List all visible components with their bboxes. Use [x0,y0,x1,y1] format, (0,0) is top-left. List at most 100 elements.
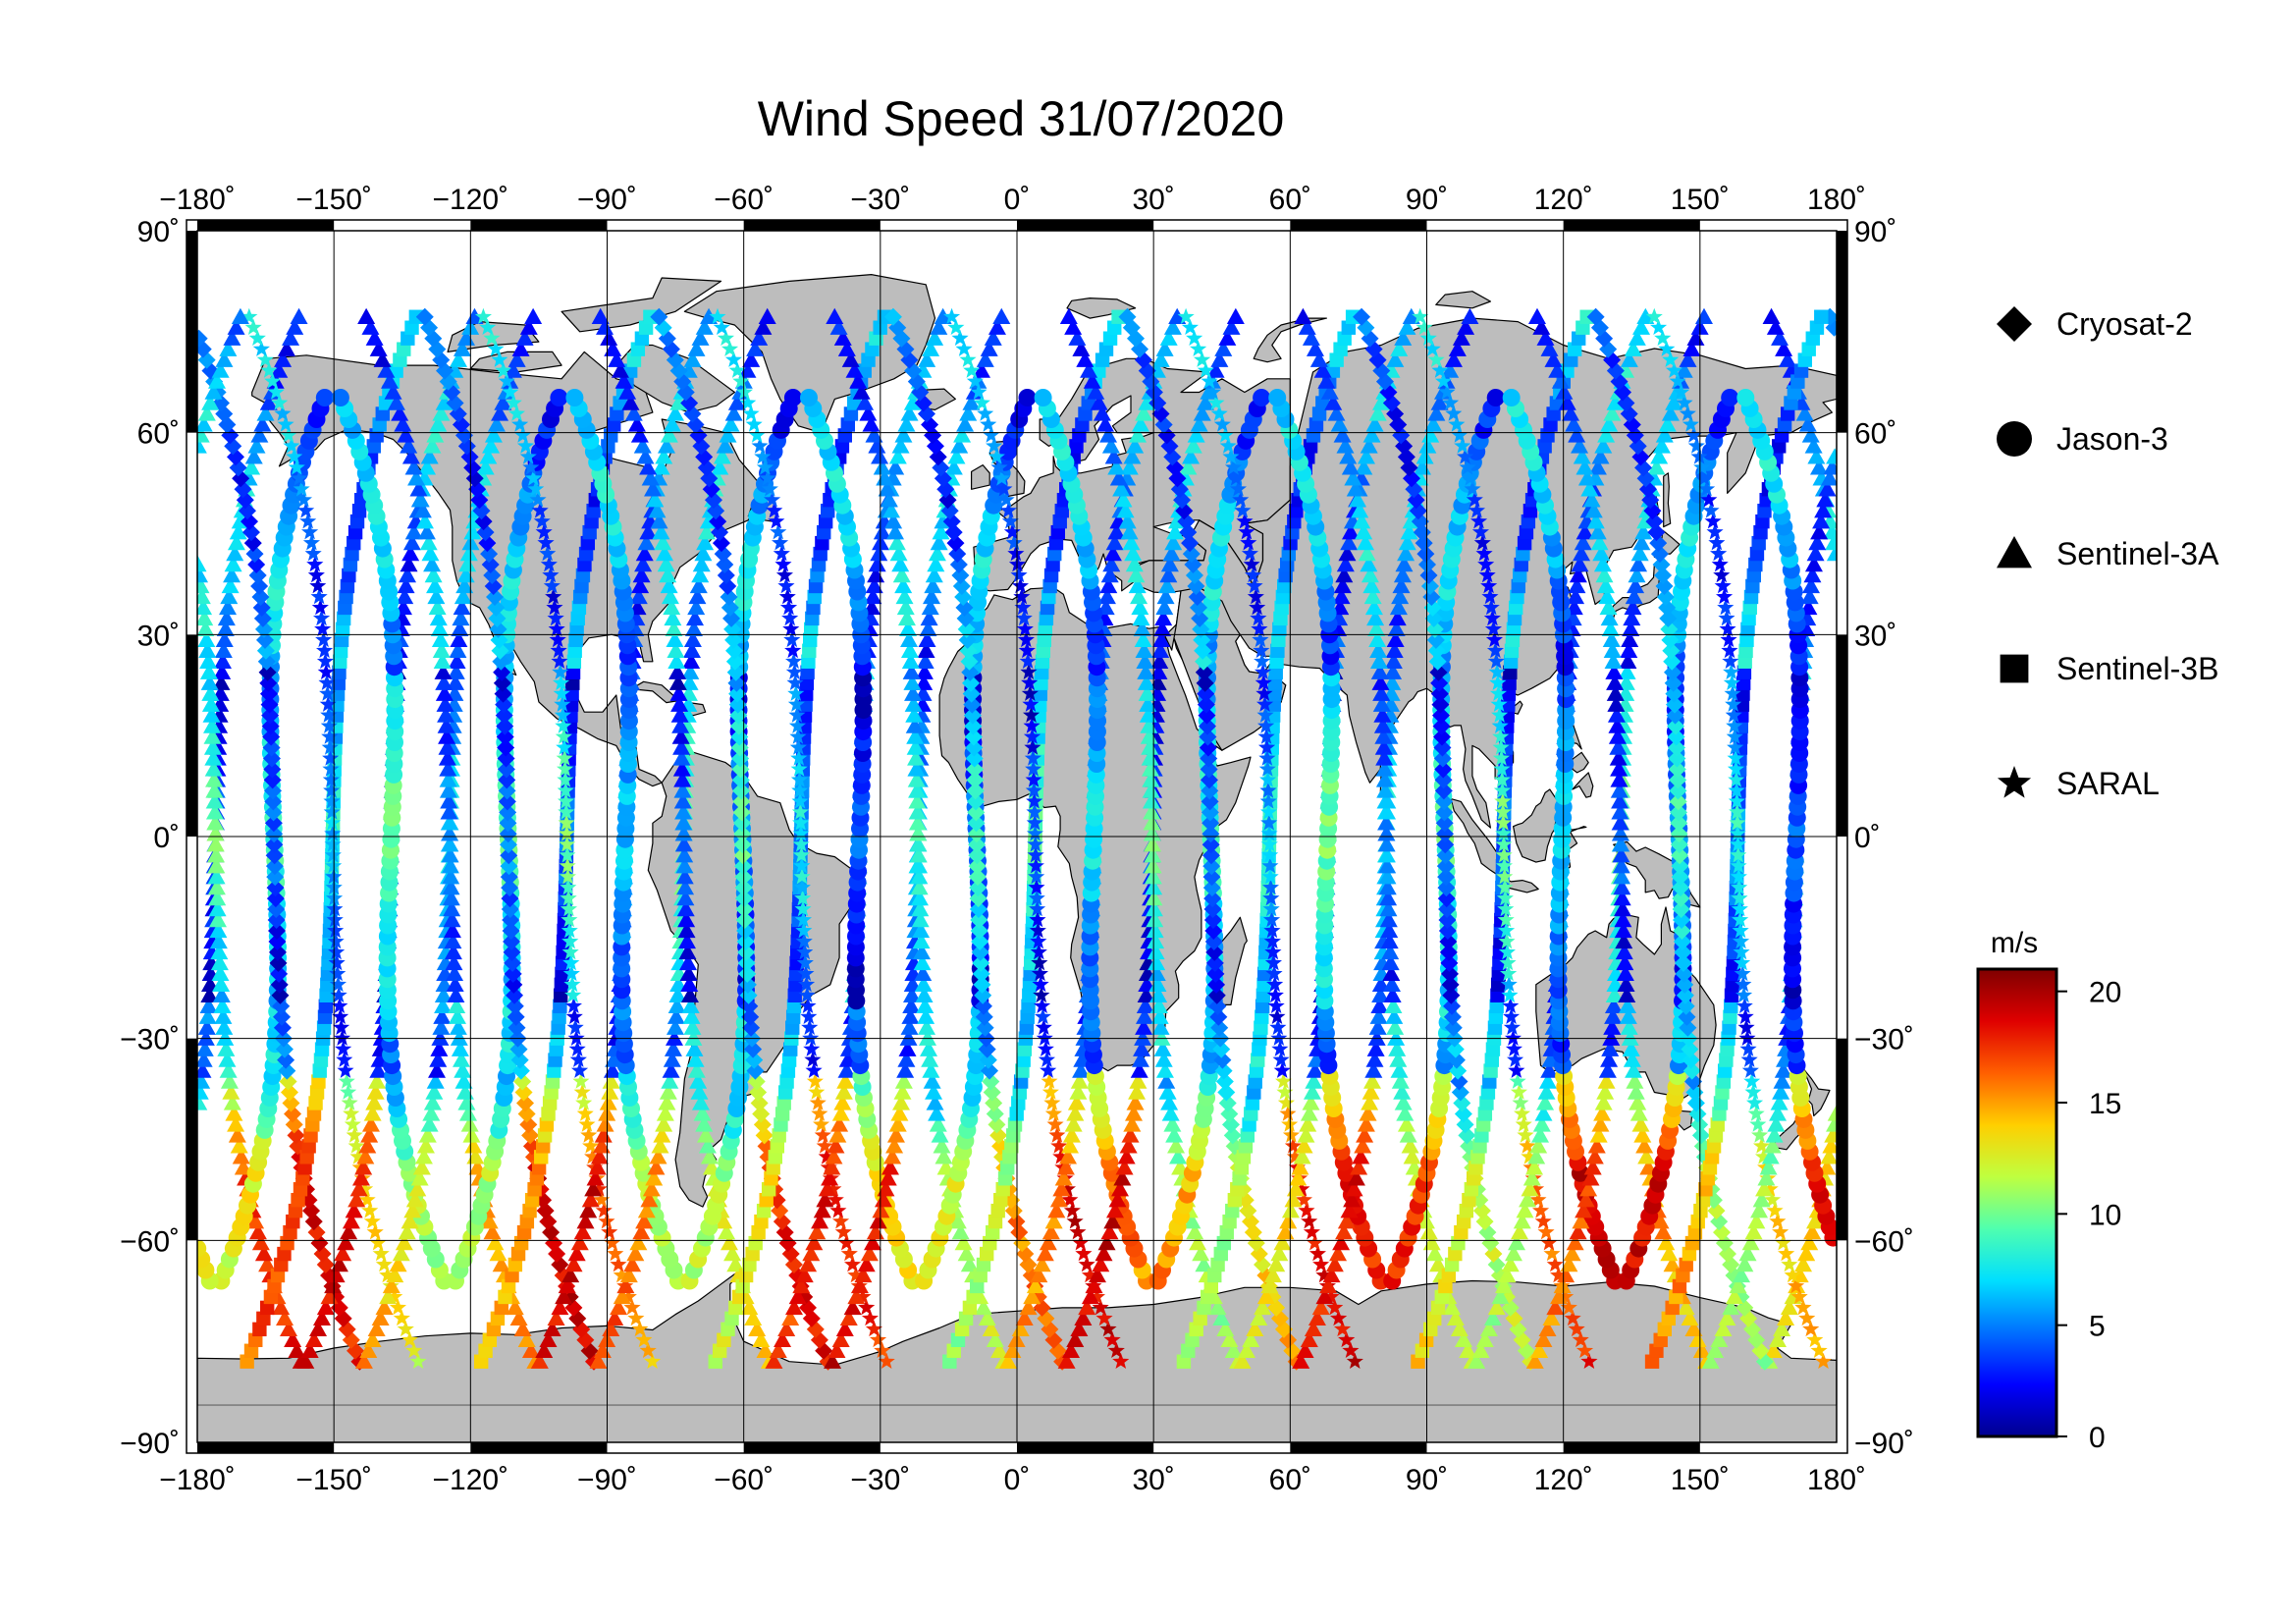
track-point [1771,329,1789,346]
track-point [1020,1009,1035,1024]
track-point [1243,556,1260,572]
track-point [1113,1169,1132,1186]
track-point [214,1007,233,1024]
track-point [1660,1245,1679,1262]
track-point [1668,760,1686,779]
track-point [1349,491,1367,508]
track-point [1069,1083,1088,1100]
track-point [451,620,469,637]
track-point [1557,1266,1575,1283]
track-point [268,932,287,950]
track-point [685,1040,704,1056]
track-point [1218,329,1237,346]
track-point [423,556,442,572]
track-point [1163,318,1182,335]
track-point [358,1137,377,1154]
track-point [1566,1234,1584,1251]
track-point [966,782,985,800]
track-point [1452,329,1470,346]
track-point [922,1061,940,1078]
track-point [1384,652,1403,669]
track-point [1451,1083,1469,1102]
track-point [970,921,988,940]
track-point [1590,534,1609,551]
track-point [1429,663,1448,681]
track-point [484,576,503,595]
track-point [1596,1083,1615,1100]
track-point [720,1234,738,1251]
track-point [962,674,981,692]
track-point [930,534,948,551]
track-point [1218,1094,1237,1112]
track-point [363,1105,382,1121]
track-point [1246,577,1263,594]
track-point [798,697,813,712]
track-point [346,1126,363,1143]
track-point [1610,771,1629,787]
track-point [637,534,656,551]
track-point [1138,684,1156,701]
track-point [1213,415,1231,432]
track-point [1663,1256,1682,1272]
track-point [564,997,582,1013]
track-point [675,868,694,885]
track-point [1682,1246,1697,1262]
track-point [445,953,463,971]
track-point [898,1040,917,1056]
track-point [1130,1061,1148,1078]
track-point [788,717,806,733]
track-point [649,1148,667,1164]
track-point [1690,1115,1709,1134]
track-point [1434,760,1453,779]
track-point [1362,426,1381,443]
track-point [789,955,804,971]
track-point [1435,803,1454,822]
track-point [1026,1276,1044,1294]
track-point [247,437,266,454]
track-point [1795,405,1814,421]
track-point [197,1018,216,1035]
track-point [1480,1085,1496,1100]
track-point [1030,943,1047,960]
track-point [486,1322,502,1337]
track-point [902,997,921,1013]
track-point [1385,641,1404,658]
track-point [1186,329,1203,346]
track-point [888,448,907,464]
track-point [1632,318,1651,335]
track-point [1432,717,1451,735]
track-point [1268,665,1283,679]
track-point [1479,1320,1498,1337]
track-point [1441,975,1460,994]
track-point [1668,749,1686,768]
track-point [446,975,464,993]
track-point [1068,329,1087,346]
track-point [510,1051,529,1069]
track-point [1190,415,1208,432]
track-point [210,943,229,960]
track-point [603,1061,621,1078]
track-point [1096,415,1115,432]
track-point [667,641,685,658]
track-point [1591,448,1610,464]
track-point [1451,1235,1466,1251]
track-point [1013,1074,1029,1089]
track-point [854,1287,872,1305]
track-point [890,1105,909,1121]
track-point [792,836,810,852]
track-point [1391,587,1410,605]
track-point [1540,428,1555,443]
track-point [887,534,906,551]
track-point [668,663,687,679]
track-point [440,792,458,809]
track-point [1002,1150,1017,1164]
track-point [548,1053,562,1067]
track-point [986,1330,1004,1347]
track-point [567,643,582,658]
track-point [264,782,283,800]
track-point [1484,1053,1500,1067]
track-point [1546,1256,1564,1272]
track-point [322,771,340,787]
track-point [1184,556,1202,574]
track-point [386,1266,404,1283]
